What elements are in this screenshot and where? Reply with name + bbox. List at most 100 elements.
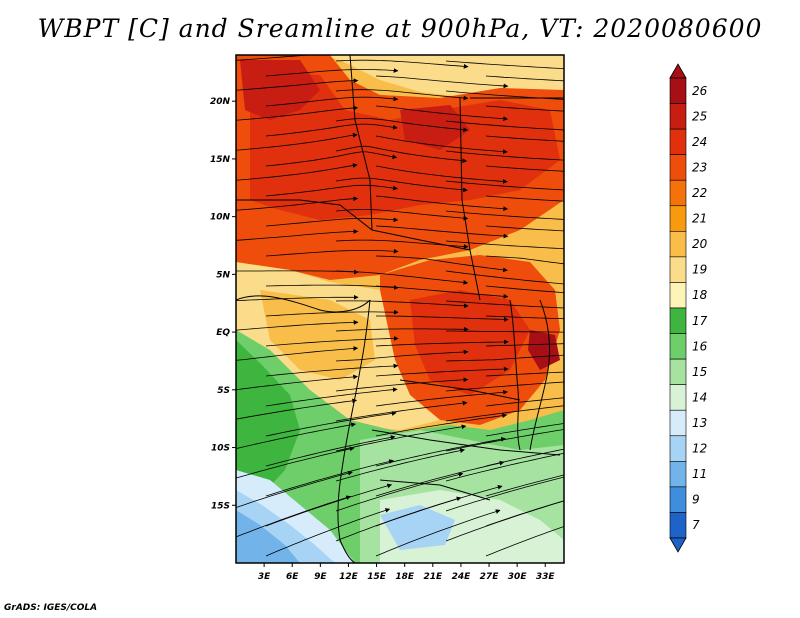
streamline xyxy=(485,75,564,82)
map-frame xyxy=(235,54,565,564)
streamline xyxy=(236,294,359,302)
lat-tick-label: 5N xyxy=(216,270,230,280)
streamline xyxy=(265,96,399,107)
colorbar-label: 22 xyxy=(692,186,707,200)
colorbar-label: 17 xyxy=(692,314,708,328)
streamline xyxy=(265,459,394,497)
colorbar-segment xyxy=(669,128,687,155)
streamline xyxy=(236,55,359,61)
latitude-ticks: 20N 15N 10N 5N EQ 5S 10S 15S xyxy=(210,97,236,511)
streamlines xyxy=(236,55,564,557)
streamline xyxy=(335,349,469,362)
colorbar-label: 19 xyxy=(692,263,707,277)
lat-tick-label: EQ xyxy=(216,328,230,338)
colorbar-label: 9 xyxy=(692,493,700,507)
streamline xyxy=(485,105,564,112)
streamline xyxy=(236,132,358,151)
streamline xyxy=(485,285,564,294)
streamline xyxy=(485,135,564,142)
streamline xyxy=(445,381,564,392)
streamline xyxy=(445,180,564,191)
lon-tick-label: 24E xyxy=(452,572,472,582)
streamline xyxy=(265,435,396,467)
longitude-ticks: 3E 6E 9E 12E 15E 18E 21E 24E 27E 30E 33E xyxy=(258,563,556,582)
streamline xyxy=(445,429,564,452)
streamline xyxy=(445,120,564,131)
lon-tick-label: 18E xyxy=(395,572,415,582)
colorbar-label: 24 xyxy=(692,135,707,149)
colorbar-label: 26 xyxy=(692,84,708,98)
colorbar-label: 20 xyxy=(692,237,708,251)
streamline xyxy=(265,411,397,437)
streamline xyxy=(445,452,564,482)
streamline xyxy=(236,398,358,420)
lon-tick-label: 3E xyxy=(258,572,271,582)
colorbar-label: 7 xyxy=(692,518,700,532)
figure-title: WBPT [C] and Sreamline at 900hPa, VT: 20… xyxy=(37,14,763,43)
streamline xyxy=(375,195,509,212)
streamline xyxy=(485,371,564,377)
colorbar-segment xyxy=(669,435,687,462)
streamline xyxy=(236,105,359,121)
streamline xyxy=(375,389,508,407)
lon-tick-label: 9E xyxy=(314,572,327,582)
streamline xyxy=(375,339,509,347)
streamline xyxy=(445,90,564,100)
streamline xyxy=(375,165,508,184)
streamline xyxy=(335,300,469,309)
colorbar-segment xyxy=(669,512,687,539)
grads-credit: GrADS: IGES/COLA xyxy=(4,603,98,613)
colorbar-label: 15 xyxy=(692,365,707,379)
colorbar-top-arrow xyxy=(669,63,687,79)
streamline xyxy=(335,377,469,392)
streamline xyxy=(485,255,564,265)
colorbar-label: 21 xyxy=(692,212,707,226)
streamline xyxy=(445,476,564,512)
colorbar-bottom-arrow xyxy=(669,537,687,553)
streamline xyxy=(335,400,468,422)
streamline xyxy=(335,448,465,482)
streamline xyxy=(485,225,564,232)
colorbar-label: 18 xyxy=(692,288,708,302)
streamline xyxy=(335,424,467,452)
streamline xyxy=(335,472,464,512)
streamline xyxy=(236,78,359,91)
streamline xyxy=(236,163,358,181)
colorbar: 26 25 24 23 22 21 20 19 18 17 16 15 14 13 12 11 9 7 xyxy=(669,63,708,553)
colorbar-segment xyxy=(669,77,687,104)
streamline xyxy=(236,446,355,479)
streamline xyxy=(375,135,508,155)
streamline xyxy=(265,68,399,77)
colorbar-label: 23 xyxy=(692,160,707,174)
streamline xyxy=(485,195,564,202)
lat-tick-label: 5S xyxy=(217,386,230,396)
colorbar-segment xyxy=(669,409,687,437)
colorbar-label: 13 xyxy=(692,416,707,430)
streamline xyxy=(375,225,509,239)
colorbar-segment xyxy=(669,333,687,360)
lon-tick-label: 21E xyxy=(423,572,443,582)
streamline xyxy=(265,483,393,527)
lon-tick-label: 33E xyxy=(536,572,556,582)
streamline xyxy=(265,217,399,227)
streamline xyxy=(265,363,399,377)
streamline xyxy=(445,240,564,250)
streamline xyxy=(375,105,509,122)
streamline xyxy=(375,255,508,273)
streamline xyxy=(335,209,469,221)
colorbar-segment xyxy=(669,307,687,334)
streamline xyxy=(445,60,564,70)
streamline xyxy=(375,413,508,437)
streamline xyxy=(375,285,509,299)
lon-tick-label: 6E xyxy=(286,572,299,582)
streamline xyxy=(335,326,469,332)
streamline xyxy=(485,423,564,437)
streamline xyxy=(265,508,391,557)
streamline xyxy=(265,248,399,257)
colorbar-segment xyxy=(669,486,687,513)
streamline xyxy=(445,500,564,542)
colorbar-segment xyxy=(669,103,687,130)
streamline xyxy=(485,397,564,407)
streamline xyxy=(375,509,501,557)
streamline xyxy=(236,374,358,391)
